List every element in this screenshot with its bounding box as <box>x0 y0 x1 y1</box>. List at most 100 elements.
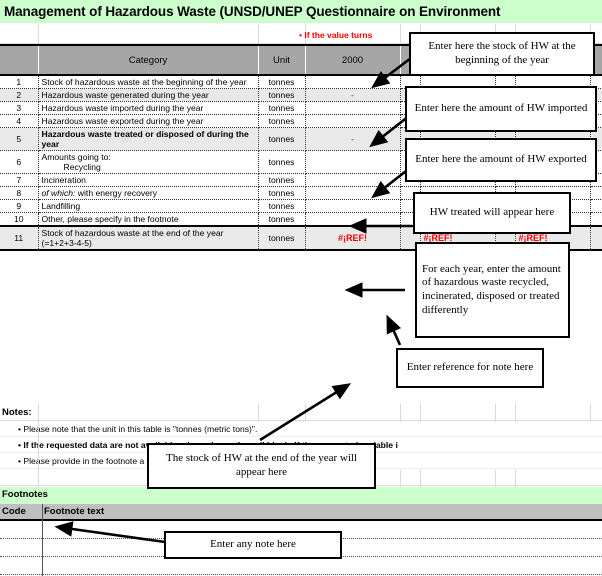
table-row: 3 Hazardous waste imported during the ye… <box>0 101 602 115</box>
grid-line <box>420 470 421 487</box>
grid-line <box>420 404 421 422</box>
row-number: 10 <box>0 212 39 227</box>
footnotes-col-code: Code <box>2 506 26 517</box>
callout-hw-imported: Enter here the amount of HW imported <box>405 86 597 132</box>
row-number: 11 <box>0 225 39 251</box>
header-category: Category <box>38 44 259 76</box>
row-unit: tonnes <box>258 127 306 151</box>
callout-stock-begin: Enter here the stock of HW at the beginn… <box>409 32 595 76</box>
cell-tail <box>590 212 602 227</box>
cell-tail <box>590 225 602 251</box>
grid-line <box>400 404 401 422</box>
callout-any-note: Enter any note here <box>164 531 342 559</box>
row-unit: tonnes <box>258 114 306 128</box>
grid-line <box>38 404 39 487</box>
callout-text: Enter here the stock of HW at the beginn… <box>428 40 576 66</box>
row-unit: tonnes <box>258 173 306 187</box>
row-category-qualifier: of which: <box>41 188 76 198</box>
grid-line <box>495 404 496 422</box>
row-unit: tonnes <box>258 225 306 251</box>
header-year-2000: 2000 <box>305 44 401 76</box>
row-category: Hazardous waste generated during the yea… <box>38 88 259 102</box>
footnotes-band: Footnotes <box>0 487 602 504</box>
note-item: • Please note that the unit in this tabl… <box>0 421 602 437</box>
row-unit: tonnes <box>258 101 306 115</box>
callout-hw-exported: Enter here the amount of HW exported <box>405 138 597 182</box>
cell-gap <box>495 75 516 89</box>
grid-line <box>495 470 496 487</box>
sheet-title-band: Management of Hazardous Waste (UNSD/UNEP… <box>0 0 602 24</box>
footnotes-column-divider <box>42 504 43 576</box>
callout-text: Enter reference for note here <box>406 361 534 374</box>
footnotes-header-row: Code Footnote text <box>0 504 602 521</box>
callout-text: Enter here the amount of HW imported <box>414 102 588 115</box>
row-category: Hazardous waste imported during the year <box>38 101 259 115</box>
cell-year-2000[interactable]: - <box>305 88 401 102</box>
row-unit: tonnes <box>258 186 306 200</box>
cell-year-2000[interactable] <box>305 212 401 227</box>
header-unit: Unit <box>258 44 306 76</box>
cell-year-2000[interactable] <box>305 75 401 89</box>
value-warning-text: • If the value turns <box>299 30 373 40</box>
grid-line <box>258 404 259 422</box>
callout-note-ref: Enter reference for note here <box>396 348 544 388</box>
cell-year-2000[interactable] <box>305 186 401 200</box>
row-category: Hazardous waste exported during the year <box>38 114 259 128</box>
row-category: Stock of hazardous waste at the end of t… <box>38 225 259 251</box>
callout-each-year: For each year, enter the amount of hazar… <box>415 242 570 338</box>
row-unit: tonnes <box>258 75 306 89</box>
arrow-each-year-2 <box>386 314 402 346</box>
cell-year-2000[interactable] <box>305 150 401 174</box>
row-category: Other, please specify in the footnote <box>38 212 259 227</box>
footnote-row[interactable] <box>0 557 602 575</box>
grid-line <box>400 470 401 487</box>
row-unit: tonnes <box>258 88 306 102</box>
row-number: 9 <box>0 199 39 213</box>
row-unit: tonnes <box>258 199 306 213</box>
callout-text: The stock of HW at the end of the year w… <box>165 452 357 478</box>
cell-year-2000[interactable] <box>305 199 401 213</box>
row-number: 5 <box>0 127 39 151</box>
row-number: 7 <box>0 173 39 187</box>
callout-text: Enter here the amount of HW exported <box>415 153 587 166</box>
grid-line <box>305 404 306 422</box>
row-number: 2 <box>0 88 39 102</box>
row-category-group: of which: with energy recovery <box>38 186 259 200</box>
cell-year-2000[interactable] <box>305 101 401 115</box>
row-category: with energy recovery <box>75 188 158 198</box>
cell-year-2000[interactable]: #¡REF! <box>305 225 401 251</box>
row-category-sub: Recycling <box>63 162 101 172</box>
grid-line <box>515 404 516 422</box>
row-number: 3 <box>0 101 39 115</box>
row-number: 6 <box>0 150 39 174</box>
callout-hw-treated: HW treated will appear here <box>413 192 571 234</box>
cell-year-2000[interactable] <box>305 173 401 187</box>
cell-tail <box>590 199 602 213</box>
row-category: Hazardous waste treated or disposed of d… <box>38 127 259 151</box>
row-category: Landfilling <box>38 199 259 213</box>
footnotes-col-text: Footnote text <box>44 506 105 517</box>
callout-stock-end: The stock of HW at the end of the year w… <box>147 443 376 489</box>
cell-tail <box>590 186 602 200</box>
row-number: 8 <box>0 186 39 200</box>
row-number: 4 <box>0 114 39 128</box>
grid-line <box>590 404 591 422</box>
footnotes-label: Footnotes <box>2 489 48 500</box>
row-category: Stock of hazardous waste at the beginnin… <box>38 75 259 89</box>
row-category-group: Amounts going to: Recycling <box>38 150 259 174</box>
cell-year-2000[interactable]: - <box>305 127 401 151</box>
row-category-heading: Amounts going to: <box>41 152 111 162</box>
callout-text: Enter any note here <box>210 538 296 551</box>
grid-line <box>515 470 516 487</box>
header-rownum <box>0 44 39 76</box>
row-number: 1 <box>0 75 39 89</box>
notes-heading: Notes: <box>0 404 602 421</box>
page-title: Management of Hazardous Waste (UNSD/UNEP… <box>4 4 501 19</box>
row-unit: tonnes <box>258 150 306 174</box>
row-unit: tonnes <box>258 212 306 227</box>
callout-text: HW treated will appear here <box>429 206 555 219</box>
callout-text: For each year, enter the amount of hazar… <box>422 262 561 316</box>
cell-year-2000[interactable] <box>305 114 401 128</box>
row-category: Incineration <box>38 173 259 187</box>
